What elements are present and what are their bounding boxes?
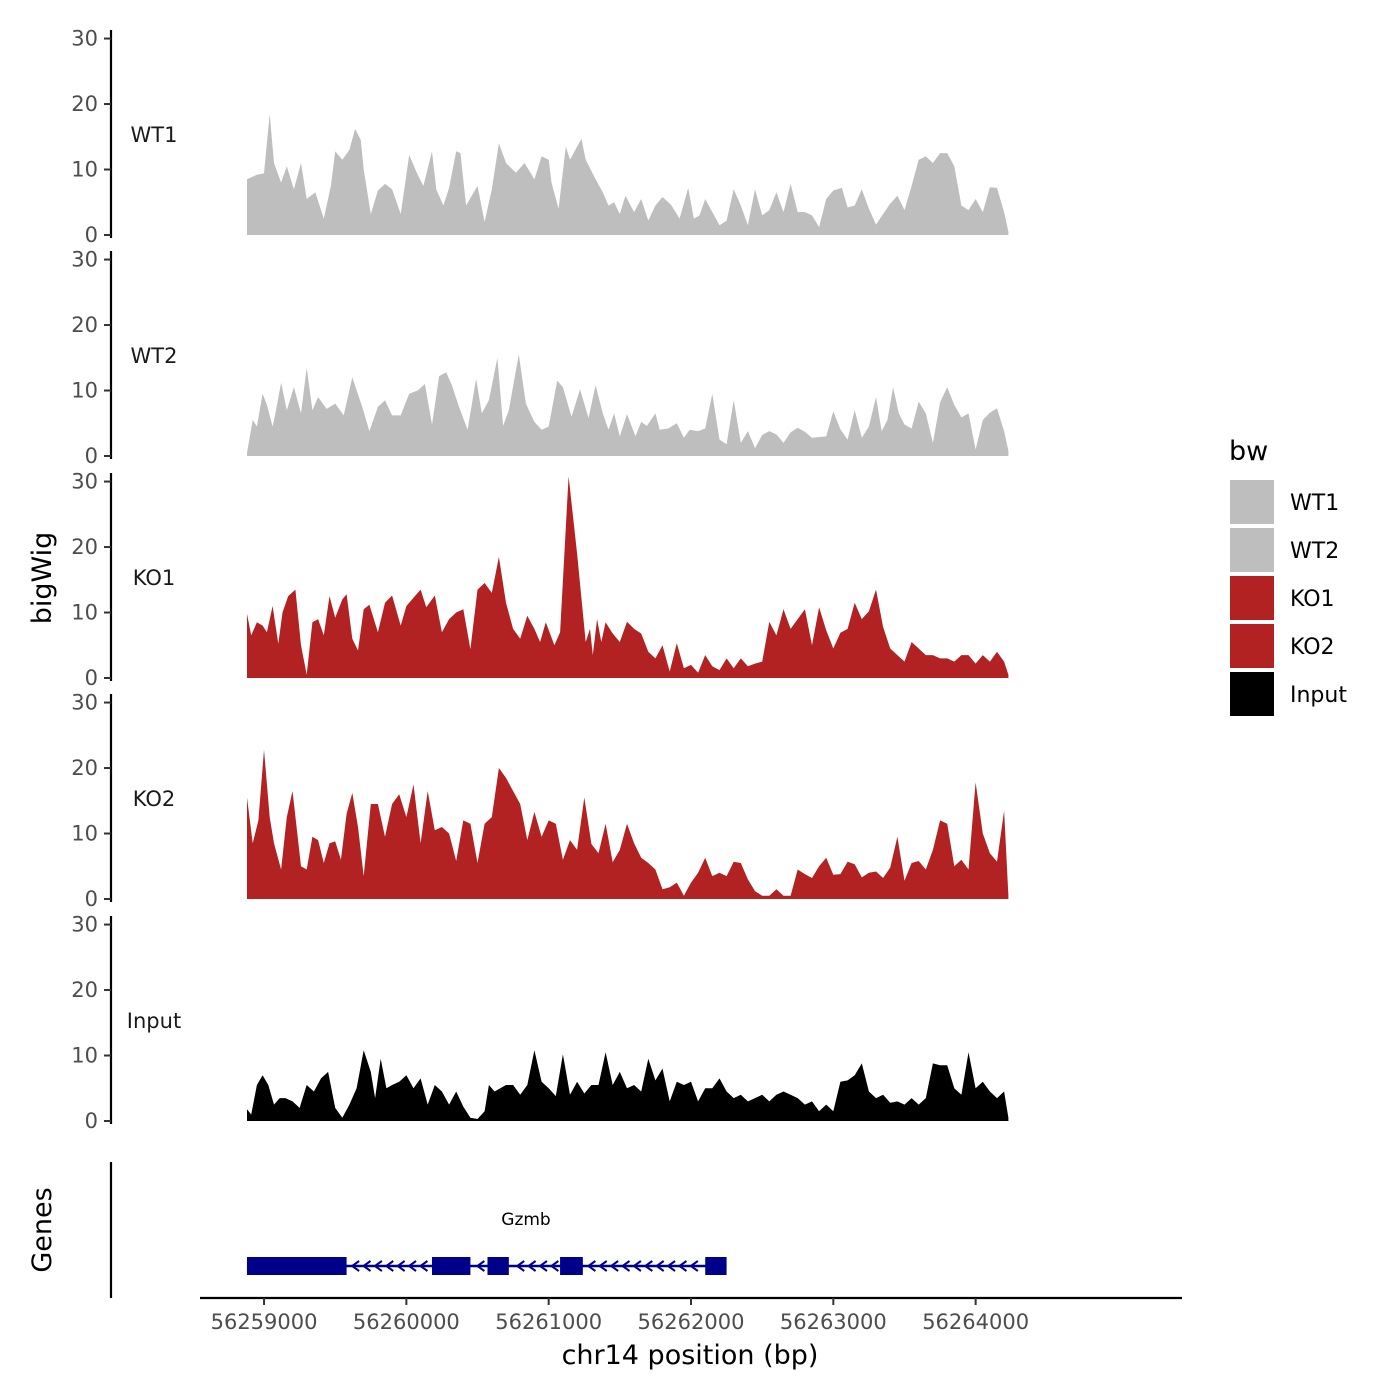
y-tick-label: 10 <box>71 822 98 846</box>
track-input: 0 10 20 30 Input <box>71 913 1009 1133</box>
y-tick-label: 0 <box>85 887 98 911</box>
y-tick-label: 10 <box>71 158 98 182</box>
track-label-ko1: KO1 <box>133 566 176 590</box>
area-series-input <box>247 1050 1009 1121</box>
x-tick-label: 56262000 <box>638 1310 745 1334</box>
x-tick-label: 56264000 <box>922 1310 1029 1334</box>
legend-swatch <box>1230 624 1274 668</box>
strand-arrow <box>526 1260 537 1272</box>
strand-arrow <box>395 1260 406 1272</box>
legend-item-wt1: WT1 <box>1230 480 1339 524</box>
x-tick-label: 56263000 <box>780 1310 887 1334</box>
strand-arrow <box>632 1260 642 1272</box>
strand-arrow <box>677 1260 688 1272</box>
strand-arrow <box>620 1260 631 1272</box>
y-tick-label: 0 <box>85 223 98 247</box>
x-tick-label: 56260000 <box>353 1310 460 1334</box>
strand-arrow <box>515 1260 525 1272</box>
strand-arrow <box>643 1260 653 1272</box>
x-ticks: 56259000 56260000 56261000 56262000 56263000… <box>211 1298 1029 1334</box>
gene-models <box>246 1257 727 1275</box>
area-series-ko1 <box>247 476 1009 678</box>
strand-arrow <box>549 1260 559 1272</box>
gene-exon <box>246 1257 347 1275</box>
legend-title: bw <box>1229 436 1268 467</box>
x-axis-title: chr14 position (bp) <box>562 1340 819 1371</box>
legend-label: WT1 <box>1290 491 1339 516</box>
strand-arrow <box>475 1260 485 1272</box>
y-tick-label: 20 <box>71 313 98 337</box>
legend-item-input: Input <box>1230 672 1347 716</box>
strand-arrow <box>373 1260 383 1272</box>
legend-swatch <box>1230 528 1274 572</box>
track-ko2: 0 10 20 30 KO2 <box>71 691 1009 911</box>
legend-swatch <box>1230 576 1274 620</box>
area-series-wt2 <box>247 354 1009 456</box>
area-series-wt1 <box>247 113 1009 235</box>
track-label-ko2: KO2 <box>133 787 176 811</box>
y-tick-label: 20 <box>71 535 98 559</box>
y-tick-label: 30 <box>71 248 98 272</box>
y-tick-label: 0 <box>85 1109 98 1133</box>
strand-arrow <box>689 1260 699 1272</box>
y-tick-label: 30 <box>71 470 98 494</box>
strand-arrow <box>361 1260 372 1272</box>
genes-axis-title: Genes <box>27 1187 58 1272</box>
signal-tracks: 0 10 20 30 WT1 0 10 20 30 WT2 0 10 20 30 KO1 0 10 20 30 KO2… <box>71 27 1009 1133</box>
strand-arrow <box>384 1260 394 1272</box>
legend-label: WT2 <box>1290 539 1339 564</box>
x-tick-label: 56261000 <box>495 1310 602 1334</box>
strand-arrow <box>598 1260 608 1272</box>
strand-arrow <box>407 1260 417 1272</box>
legend-label: Input <box>1290 683 1347 708</box>
legend-items: WT1 WT2 KO1 KO2 Input <box>1230 480 1347 716</box>
y-tick-label: 0 <box>85 444 98 468</box>
legend-item-ko2: KO2 <box>1230 624 1335 668</box>
legend-label: KO2 <box>1290 635 1335 660</box>
legend: bw WT1 WT2 KO1 KO2 Input <box>1229 436 1347 716</box>
strand-arrow <box>538 1260 548 1272</box>
strand-arrow <box>609 1260 619 1272</box>
strand-arrow <box>586 1260 596 1272</box>
track-wt2: 0 10 20 30 WT2 <box>71 248 1009 468</box>
track-label-wt2: WT2 <box>131 344 178 368</box>
y-tick-label: 20 <box>71 92 98 116</box>
strand-arrow <box>654 1260 665 1272</box>
y-tick-label: 30 <box>71 691 98 715</box>
y-tick-label: 20 <box>71 978 98 1002</box>
gene-exon <box>560 1257 583 1275</box>
y-tick-label: 10 <box>71 379 98 403</box>
track-ko1: 0 10 20 30 KO1 <box>71 470 1009 690</box>
track-label-input: Input <box>127 1009 181 1033</box>
gene-label: Gzmb <box>501 1210 550 1230</box>
strand-arrow <box>666 1260 676 1272</box>
strand-arrow <box>350 1260 360 1272</box>
y-tick-label: 30 <box>71 913 98 937</box>
y-tick-label: 10 <box>71 1044 98 1068</box>
legend-swatch <box>1230 480 1274 524</box>
legend-item-wt2: WT2 <box>1230 528 1339 572</box>
gene-exon <box>431 1257 471 1275</box>
legend-label: KO1 <box>1290 587 1335 612</box>
x-axis: 56259000 56260000 56261000 56262000 56263000… <box>200 1296 1182 1334</box>
genes-panel: Gzmb <box>109 1162 727 1298</box>
y-axis-title: bigWig <box>27 532 58 625</box>
gene-exon <box>487 1257 509 1275</box>
y-tick-label: 20 <box>71 756 98 780</box>
strand-arrow <box>418 1260 429 1272</box>
x-tick-label: 56259000 <box>211 1310 318 1334</box>
y-tick-label: 30 <box>71 27 98 51</box>
gene-exon <box>705 1257 727 1275</box>
y-tick-label: 10 <box>71 601 98 625</box>
legend-item-ko1: KO1 <box>1230 576 1335 620</box>
legend-swatch <box>1230 672 1274 716</box>
track-wt1: 0 10 20 30 WT1 <box>71 27 1009 247</box>
y-tick-label: 0 <box>85 666 98 690</box>
track-label-wt1: WT1 <box>131 123 178 147</box>
area-series-ko2 <box>247 749 1009 899</box>
